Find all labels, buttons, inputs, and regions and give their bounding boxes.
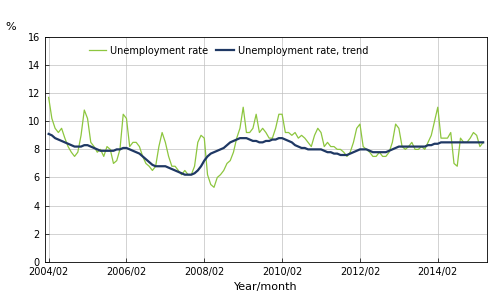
Unemployment rate, trend [46,132,52,136]
Text: %: % [5,22,15,32]
Unemployment rate, trend [480,140,486,144]
Unemployment rate, trend [182,173,188,176]
Unemployment rate [279,112,285,116]
Line: Unemployment rate: Unemployment rate [49,97,483,187]
Legend: Unemployment rate, Unemployment rate, trend: Unemployment rate, Unemployment rate, tr… [85,42,372,60]
Unemployment rate [211,185,217,189]
Unemployment rate [46,95,52,99]
Unemployment rate [295,136,301,140]
Line: Unemployment rate, trend: Unemployment rate, trend [49,134,483,175]
Unemployment rate, trend [425,143,431,147]
Unemployment rate, trend [295,145,301,148]
Unemployment rate, trend [279,136,285,140]
Unemployment rate, trend [360,148,366,151]
Unemployment rate, trend [146,160,152,164]
Unemployment rate, trend [454,140,460,144]
X-axis label: Year/month: Year/month [234,282,298,292]
Unemployment rate [454,164,460,168]
Unemployment rate [146,164,152,168]
Unemployment rate [360,145,366,148]
Unemployment rate [425,140,431,144]
Unemployment rate [480,140,486,144]
